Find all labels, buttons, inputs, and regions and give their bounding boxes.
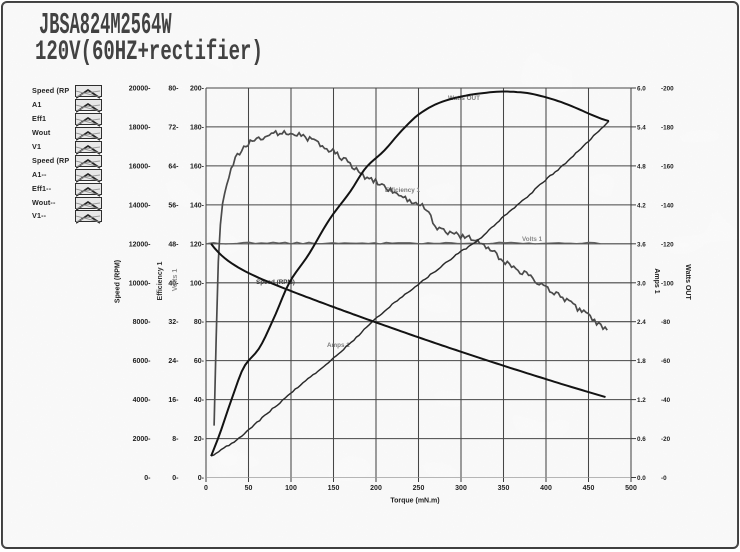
svg-text:Speed (RPM): Speed (RPM): [115, 260, 122, 303]
svg-text:-140: -140: [661, 202, 674, 209]
svg-text:Amps 1: Amps 1: [327, 342, 350, 349]
svg-text:32-: 32-: [168, 319, 179, 326]
svg-text:2000-: 2000-: [133, 436, 152, 443]
svg-text:-100: -100: [661, 280, 674, 287]
svg-text:6000-: 6000-: [133, 358, 152, 365]
svg-text:80-: 80-: [194, 319, 205, 326]
svg-text:-200: -200: [661, 86, 674, 93]
svg-text:Amps 1: Amps 1: [653, 268, 660, 293]
svg-text:-40: -40: [661, 397, 671, 404]
svg-text:450: 450: [583, 485, 595, 492]
svg-text:Volts 1: Volts 1: [522, 236, 543, 243]
svg-text:-0: -0: [661, 475, 667, 482]
svg-text:1.2: 1.2: [637, 397, 646, 404]
svg-text:Torque (mN.m): Torque (mN.m): [390, 498, 439, 505]
svg-text:200-: 200-: [190, 86, 205, 93]
svg-text:8-: 8-: [172, 436, 179, 443]
svg-text:-80: -80: [661, 319, 671, 326]
svg-text:400: 400: [540, 485, 552, 492]
svg-text:40-: 40-: [168, 280, 179, 287]
svg-text:4000-: 4000-: [133, 397, 152, 404]
svg-text:120-: 120-: [190, 241, 205, 248]
svg-text:14000-: 14000-: [129, 202, 151, 209]
svg-text:40-: 40-: [194, 397, 205, 404]
svg-text:0-: 0-: [144, 475, 151, 482]
svg-text:Efficiency 1: Efficiency 1: [157, 261, 164, 300]
svg-text:0: 0: [204, 485, 208, 492]
svg-text:-120: -120: [661, 241, 674, 248]
svg-text:2.4: 2.4: [637, 319, 646, 326]
svg-text:72-: 72-: [168, 124, 179, 131]
svg-text:Watts OUT: Watts OUT: [448, 95, 480, 102]
svg-text:300: 300: [455, 485, 467, 492]
svg-text:Watts OUT: Watts OUT: [684, 264, 691, 300]
svg-text:18000-: 18000-: [129, 124, 151, 131]
svg-text:0.0: 0.0: [637, 475, 646, 482]
svg-text:4.8: 4.8: [637, 163, 646, 170]
svg-text:250: 250: [413, 485, 425, 492]
svg-text:0.6: 0.6: [637, 436, 646, 443]
svg-text:-180: -180: [661, 124, 674, 131]
svg-text:200: 200: [370, 485, 382, 492]
svg-text:Speed (RPM): Speed (RPM): [256, 279, 295, 286]
svg-text:50: 50: [245, 485, 253, 492]
svg-text:24-: 24-: [168, 358, 179, 365]
svg-text:160-: 160-: [190, 163, 205, 170]
svg-text:10000-: 10000-: [129, 280, 151, 287]
svg-text:6.0: 6.0: [637, 86, 646, 93]
svg-text:64-: 64-: [168, 163, 179, 170]
svg-text:-20: -20: [661, 436, 671, 443]
svg-text:4.2: 4.2: [637, 202, 646, 209]
svg-text:16-: 16-: [168, 397, 179, 404]
svg-text:350: 350: [498, 485, 510, 492]
svg-text:100-: 100-: [190, 280, 205, 287]
svg-text:3.0: 3.0: [637, 280, 646, 287]
svg-text:20000-: 20000-: [129, 86, 151, 93]
svg-text:5.4: 5.4: [637, 124, 646, 131]
svg-text:48-: 48-: [168, 241, 179, 248]
svg-text:80-: 80-: [168, 86, 179, 93]
svg-text:500: 500: [625, 485, 637, 492]
svg-text:3.6: 3.6: [637, 241, 646, 248]
svg-text:-60: -60: [661, 358, 671, 365]
svg-text:0-: 0-: [198, 475, 205, 482]
svg-text:100: 100: [285, 485, 297, 492]
svg-text:1.8: 1.8: [637, 358, 646, 365]
svg-text:140-: 140-: [190, 202, 205, 209]
svg-text:0-: 0-: [172, 475, 179, 482]
svg-text:Volts 1: Volts 1: [172, 269, 179, 292]
svg-text:Efficiency 1: Efficiency 1: [385, 187, 420, 194]
svg-text:60-: 60-: [194, 358, 205, 365]
svg-text:56-: 56-: [168, 202, 179, 209]
svg-text:16000-: 16000-: [129, 163, 151, 170]
svg-text:8000-: 8000-: [133, 319, 152, 326]
svg-text:150: 150: [328, 485, 340, 492]
svg-text:20-: 20-: [194, 436, 205, 443]
svg-text:-160: -160: [661, 163, 674, 170]
svg-text:180-: 180-: [190, 124, 205, 131]
svg-text:12000-: 12000-: [129, 241, 151, 248]
